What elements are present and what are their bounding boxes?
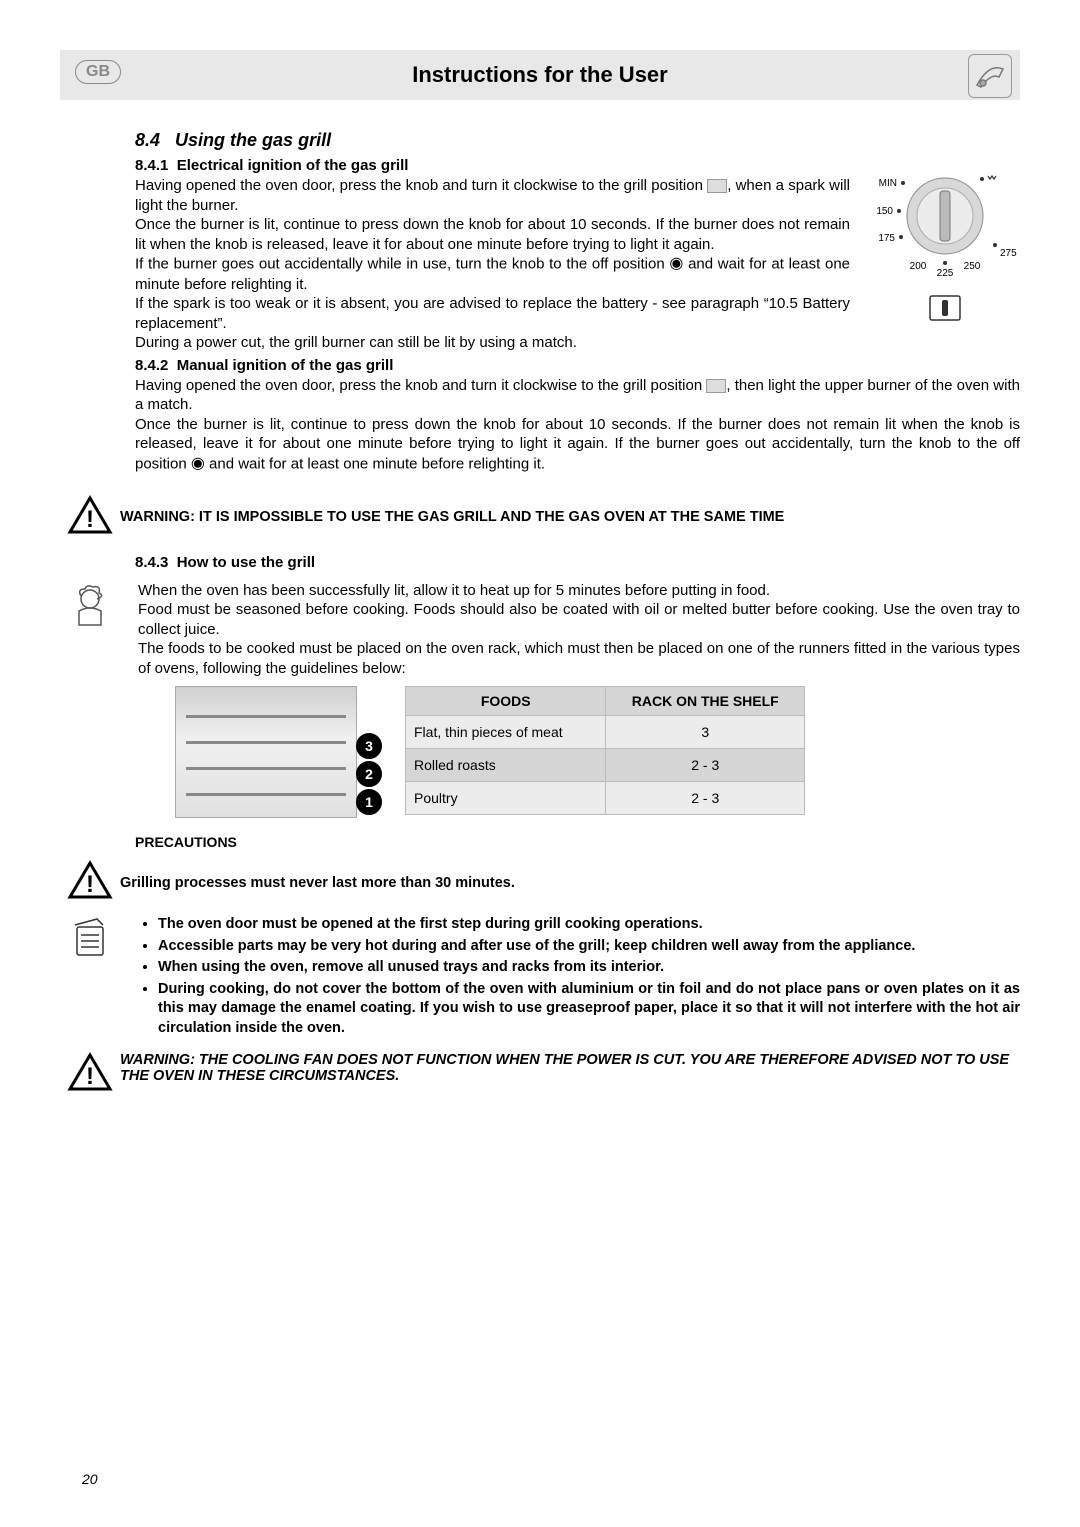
rack-num-1: 1 (356, 789, 382, 815)
note-icon (60, 915, 120, 966)
subheading-842: 8.4.2 Manual ignition of the gas grill (135, 357, 1020, 374)
grill-guide: 3 2 1 FOODS RACK ON THE SHELF Flat, thin… (175, 686, 1020, 818)
cooking-table: FOODS RACK ON THE SHELF Flat, thin piece… (405, 686, 805, 815)
svg-text:MIN: MIN (879, 178, 897, 189)
svg-text:!: ! (86, 1063, 94, 1090)
svg-text:150: 150 (876, 206, 893, 217)
chef-icon (60, 581, 120, 636)
warning-3-text: WARNING: THE COOLING FAN DOES NOT FUNCTI… (120, 1052, 1020, 1084)
section-heading: 8.4 Using the gas grill (135, 130, 1020, 151)
text-842: Having opened the oven door, press the k… (135, 376, 1020, 475)
th-foods: FOODS (406, 687, 606, 716)
warning-row-3: ! WARNING: THE COOLING FAN DOES NOT FUNC… (60, 1052, 1020, 1097)
svg-text:175: 175 (878, 233, 895, 244)
utensils-icon (968, 54, 1012, 98)
svg-text:200: 200 (910, 261, 927, 272)
rack-diagram: 3 2 1 (175, 686, 357, 818)
warning-row-1: ! WARNING: IT IS IMPOSSIBLE TO USE THE G… (60, 495, 1020, 540)
rack-num-2: 2 (356, 761, 382, 787)
page-title: Instructions for the User (60, 50, 1020, 100)
grill-symbol-icon (707, 179, 727, 193)
warning-icon: ! (60, 495, 120, 540)
off-symbol-icon: ◉ (669, 254, 683, 275)
svg-text:!: ! (86, 506, 94, 533)
page-number: 20 (82, 1471, 98, 1487)
lang-badge: GB (75, 60, 121, 84)
chef-note-row: When the oven has been successfully lit,… (60, 581, 1020, 679)
th-rack: RACK ON THE SHELF (606, 687, 805, 716)
table-row: Poultry 2 - 3 (406, 782, 805, 815)
warning-row-2: ! Grilling processes must never last mor… (60, 860, 1020, 905)
warning-icon: ! (60, 1052, 120, 1097)
svg-text:!: ! (86, 871, 94, 898)
svg-text:275: 275 (1000, 248, 1017, 259)
warning-icon: ! (60, 860, 120, 905)
grill-symbol-icon (706, 379, 726, 393)
svg-text:225: 225 (937, 268, 954, 279)
table-row: Flat, thin pieces of meat 3 (406, 716, 805, 749)
text-843: When the oven has been successfully lit,… (138, 581, 1020, 679)
bullet-item: Accessible parts may be very hot during … (158, 937, 1020, 957)
bullet-item: The oven door must be opened at the firs… (158, 915, 1020, 935)
rack-num-3: 3 (356, 733, 382, 759)
warning-1-text: WARNING: IT IS IMPOSSIBLE TO USE THE GAS… (120, 509, 1020, 525)
precaution-bullets: The oven door must be opened at the firs… (138, 915, 1020, 1040)
warning-2-text: Grilling processes must never last more … (120, 875, 1020, 891)
note-bullets-row: The oven door must be opened at the firs… (60, 915, 1020, 1040)
off-symbol-icon: ◉ (191, 454, 205, 475)
knob-diagram: MIN 150 175 200 225 250 275 (860, 161, 1020, 331)
precautions-heading: PRECAUTIONS (135, 834, 1020, 850)
bullet-item: During cooking, do not cover the bottom … (158, 980, 1020, 1039)
bullet-item: When using the oven, remove all unused t… (158, 958, 1020, 978)
svg-text:250: 250 (964, 261, 981, 272)
table-row: Rolled roasts 2 - 3 (406, 749, 805, 782)
subheading-843: 8.4.3 How to use the grill (135, 554, 1020, 571)
header-bar: GB Instructions for the User (60, 50, 1020, 100)
